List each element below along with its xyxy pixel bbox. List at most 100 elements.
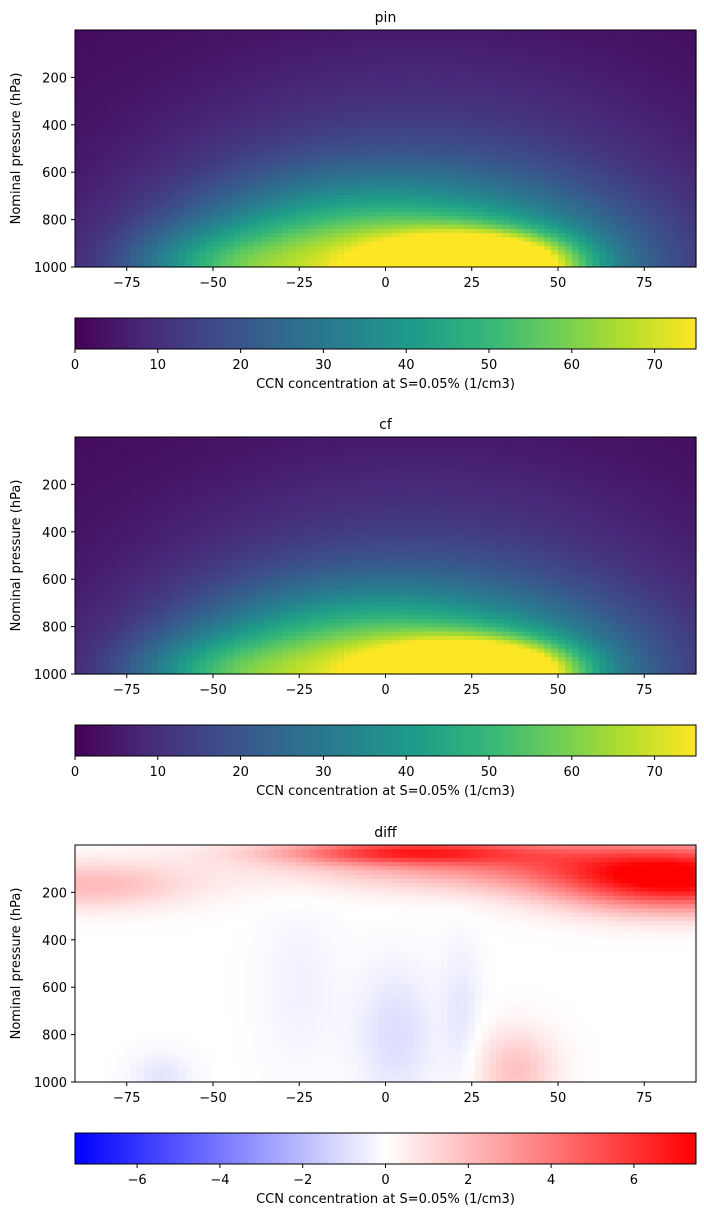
heatmap-cell <box>640 254 649 260</box>
heatmap-cell <box>523 127 531 133</box>
heatmap-cell <box>675 80 683 86</box>
heatmap-cell <box>178 110 186 116</box>
heatmap-cell <box>468 233 476 238</box>
heatmap-cell <box>475 161 483 167</box>
heatmap-cell <box>654 220 663 226</box>
heatmap-cell <box>240 63 249 69</box>
heatmap-cell <box>261 178 269 183</box>
heatmap-cell <box>613 80 621 86</box>
heatmap-cell <box>130 152 138 158</box>
heatmap-cell <box>316 156 324 162</box>
heatmap-cell <box>461 76 469 82</box>
heatmap-cell <box>385 76 393 82</box>
heatmap-cell <box>633 173 642 179</box>
heatmap-cell <box>620 186 628 192</box>
heatmap-cell <box>454 42 462 48</box>
heatmap-cell <box>516 72 525 78</box>
heatmap-cell <box>295 250 304 255</box>
heatmap-cell <box>620 182 628 188</box>
heatmap-cell <box>185 186 193 192</box>
heatmap-cell <box>406 110 414 116</box>
heatmap-cell <box>537 80 545 86</box>
heatmap-cell <box>123 76 131 82</box>
heatmap-cell <box>81 258 90 264</box>
heatmap-cell <box>157 195 166 200</box>
heatmap-cell <box>178 156 186 162</box>
heatmap-cell <box>178 241 186 247</box>
heatmap-cell <box>413 216 421 222</box>
heatmap-cell <box>640 186 649 192</box>
heatmap-cell <box>599 135 607 141</box>
heatmap-cell <box>682 144 690 150</box>
heatmap-cell <box>323 182 331 188</box>
heatmap-cell <box>633 97 642 103</box>
heatmap-cell <box>88 144 97 150</box>
heatmap-cell <box>88 51 97 56</box>
heatmap-cell <box>295 190 304 196</box>
heatmap-cell <box>144 59 152 65</box>
heatmap-cell <box>178 182 186 188</box>
heatmap-cell <box>130 127 138 133</box>
heatmap-cell <box>530 148 538 154</box>
heatmap-cell <box>337 59 345 65</box>
heatmap-cell <box>233 30 242 35</box>
heatmap-cell <box>213 262 221 268</box>
heatmap-cell <box>613 63 621 69</box>
heatmap-cell <box>426 195 435 200</box>
heatmap-cell <box>599 72 607 78</box>
heatmap-cell <box>385 34 393 40</box>
heatmap-cell <box>454 114 462 120</box>
heatmap-cell <box>627 38 635 44</box>
heatmap-cell <box>675 178 683 183</box>
heatmap-cell <box>351 68 359 73</box>
heatmap-cell <box>433 186 442 192</box>
heatmap-cell <box>330 148 338 154</box>
heatmap-cell <box>392 63 400 69</box>
heatmap-cell <box>344 106 352 112</box>
heatmap-cell <box>95 182 104 188</box>
heatmap-cell <box>502 254 511 260</box>
heatmap-cell <box>247 59 255 65</box>
heatmap-cell <box>399 199 407 205</box>
heatmap-cell <box>150 207 159 213</box>
heatmap-cell <box>523 161 531 167</box>
heatmap-cell <box>509 106 518 112</box>
heatmap-cell <box>81 148 90 154</box>
heatmap-cell <box>144 228 152 234</box>
heatmap-cell <box>461 237 469 243</box>
heatmap-cell <box>357 140 366 145</box>
heatmap-cell <box>440 97 449 103</box>
heatmap-cell <box>206 63 214 69</box>
heatmap-cell <box>530 173 538 179</box>
heatmap-cell <box>475 42 483 48</box>
heatmap-cell <box>489 182 497 188</box>
heatmap-cell <box>309 97 318 103</box>
heatmap-cell <box>406 144 414 150</box>
heatmap-cell <box>364 165 373 171</box>
heatmap-cell <box>171 38 180 44</box>
heatmap-cell <box>254 34 262 40</box>
heatmap-cell <box>654 199 663 205</box>
heatmap-cell <box>516 97 525 103</box>
heatmap-cell <box>454 199 462 205</box>
heatmap-cell <box>178 38 186 44</box>
heatmap-cell <box>599 93 607 99</box>
heatmap-cell <box>171 144 180 150</box>
heatmap-cell <box>551 97 559 103</box>
heatmap-cell <box>337 250 345 255</box>
heatmap-cell <box>199 114 207 120</box>
heatmap-cell <box>537 228 545 234</box>
heatmap-cell <box>440 211 449 217</box>
heatmap-cell <box>309 80 318 86</box>
heatmap-cell <box>206 97 214 103</box>
heatmap-cell <box>661 59 669 65</box>
heatmap-cell <box>461 245 469 251</box>
heatmap-cell <box>137 254 145 260</box>
heatmap-cell <box>551 203 559 209</box>
heatmap-cell <box>233 131 242 137</box>
heatmap-cell <box>682 97 690 103</box>
heatmap-cell <box>157 173 166 179</box>
heatmap-cell <box>516 195 525 200</box>
heatmap-cell <box>523 101 531 107</box>
heatmap-cell <box>330 165 338 171</box>
